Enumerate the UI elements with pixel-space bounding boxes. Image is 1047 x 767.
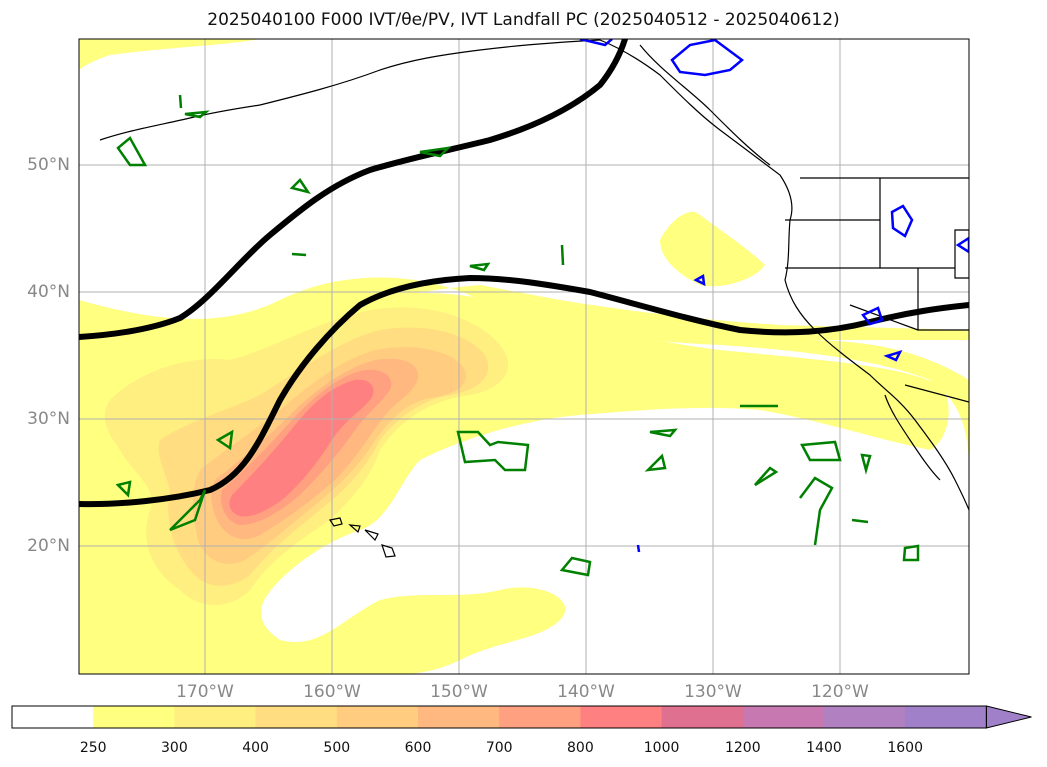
colorbar-swatch <box>12 706 94 728</box>
colorbar-tick-label: 1200 <box>724 740 761 756</box>
colorbar-swatch <box>824 706 906 728</box>
colorbar-swatch <box>174 706 257 728</box>
hawaii-island-3 <box>364 529 379 542</box>
colorbar-swatch <box>499 706 581 728</box>
colorbar-swatch <box>661 706 744 728</box>
colorbar-tick-label: 1000 <box>643 740 680 756</box>
theta-e-contour <box>289 178 311 194</box>
theta-e-contour <box>419 146 452 158</box>
theta-e-neg-contour <box>861 306 884 326</box>
colorbar-tick-label: 300 <box>161 740 188 756</box>
theta-e-contours-positive <box>115 94 920 577</box>
coastlines <box>99 39 969 558</box>
alaska-coast <box>259 39 969 511</box>
map-frame <box>78 38 970 675</box>
theta-e-contour <box>116 136 148 167</box>
lat-label-30n: 30°N <box>27 409 70 429</box>
theta-e-contour <box>559 556 592 577</box>
theta-e-contour <box>291 252 307 257</box>
ivt-band-250 <box>79 277 969 470</box>
colorbar-tick-label: 1600 <box>887 740 923 756</box>
theta-e-contour <box>560 244 565 266</box>
state-border-4 <box>917 268 969 331</box>
pv-contour-upper <box>79 39 628 340</box>
lon-label-160w: 160°W <box>303 682 361 702</box>
theta-e-neg-contour <box>883 349 903 362</box>
theta-e-neg-contour <box>955 236 969 254</box>
theta-e-contour <box>649 428 678 438</box>
theta-e-neg-contour <box>693 273 706 287</box>
colorbar-tick-label: 800 <box>567 740 594 756</box>
colorbar-swatch <box>255 706 338 728</box>
colorbar-tick-label: 500 <box>323 740 351 756</box>
theta-e-contour <box>115 480 132 498</box>
ivt-shading <box>79 39 969 674</box>
theta-e-contour <box>469 262 491 272</box>
colorbar-tick-label: 250 <box>79 740 107 756</box>
theta-e-contour <box>184 110 210 119</box>
lat-label-50n: 50°N <box>27 155 70 175</box>
colorbar-swatch <box>580 706 663 728</box>
pv-contour-lower <box>79 274 969 508</box>
colorbar-swatch <box>742 706 825 728</box>
state-border-1 <box>785 178 881 221</box>
colorbar-tick-label: 600 <box>404 740 432 756</box>
theta-e-contour <box>902 544 920 562</box>
colorbar-outline <box>11 705 987 729</box>
theta-e-contour <box>215 429 234 451</box>
theta-e-contour <box>851 518 869 524</box>
hawaii-island-1 <box>329 517 343 527</box>
colorbar-swatch <box>418 706 500 728</box>
lon-label-140w: 140°W <box>557 682 615 702</box>
theta-e-contour <box>800 440 842 462</box>
lon-label-150w: 150°W <box>430 682 488 702</box>
theta-e-contour <box>456 430 530 472</box>
lat-label-20n: 20°N <box>27 536 70 556</box>
theta-e-neg-contour <box>890 204 914 238</box>
theta-e-neg-contour <box>670 39 745 77</box>
colorbar-tick-label: 400 <box>242 740 269 756</box>
ivt-band-800 <box>229 379 374 517</box>
lon-label-120w: 120°W <box>811 682 869 702</box>
hawaii-island-4 <box>381 544 396 558</box>
theta-e-contour <box>169 489 207 532</box>
theta-e-contour <box>860 453 872 475</box>
theta-e-neg-contour <box>636 544 641 553</box>
aleutians <box>99 104 261 141</box>
colorbar-swatch <box>336 706 419 728</box>
theta-e-contour <box>754 466 779 487</box>
colorbar-extend-arrow <box>985 705 1032 729</box>
pv-contours <box>79 39 969 508</box>
colorbar-swatch <box>93 706 175 728</box>
map-title: 2025040100 F000 IVT/θe/PV, IVT Landfall … <box>207 10 840 30</box>
lon-label-170w: 170°W <box>176 682 234 702</box>
mexico-border <box>904 384 969 403</box>
theta-e-contour <box>799 476 834 546</box>
theta-e-contours-negative <box>579 39 969 553</box>
baja-coast <box>884 394 941 481</box>
colorbar-tick-label: 1400 <box>806 740 842 756</box>
lat-label-40n: 40°N <box>27 282 70 302</box>
theta-e-contour <box>178 94 183 109</box>
theta-e-contour <box>644 453 667 472</box>
canada-coast <box>639 44 771 166</box>
colorbar-tick-label: 700 <box>485 740 513 756</box>
hawaii-island-2 <box>348 524 361 534</box>
colorbar-swatch <box>905 706 987 728</box>
lon-label-130w: 130°W <box>684 682 742 702</box>
colorbar <box>11 705 1032 729</box>
theta-e-neg-contour <box>579 39 613 47</box>
state-border-6 <box>954 229 969 279</box>
ivt-region-topleft <box>79 39 260 70</box>
